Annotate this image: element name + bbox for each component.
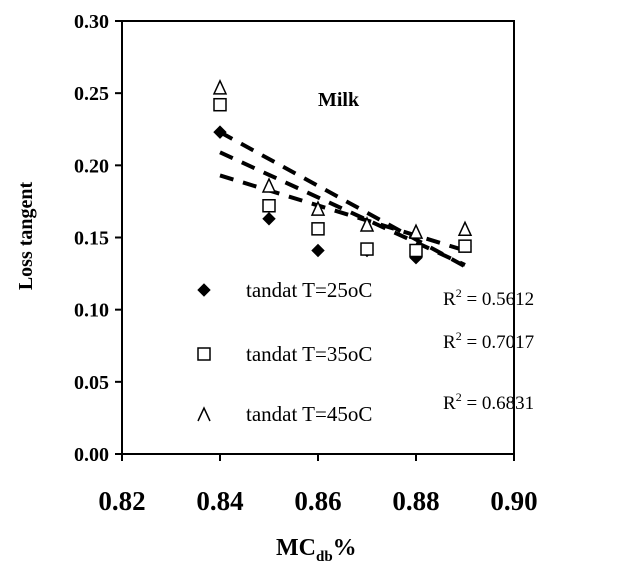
data-point-triangle: [408, 223, 424, 239]
y-tick-label: 0.10: [74, 300, 109, 322]
x-tick-label: 0.88: [392, 486, 439, 516]
y-tick-label: 0.05: [74, 372, 109, 394]
r-squared-label: R2 = 0.6831: [443, 390, 534, 414]
y-tick-label: 0.20: [74, 155, 109, 177]
r-squared-exponent: 2: [456, 329, 462, 343]
data-point-square: [458, 239, 472, 253]
x-tick-label: 0.84: [196, 486, 243, 516]
y-axis-title: Loss tangent: [15, 181, 37, 290]
r-squared-letter: R: [443, 289, 456, 310]
y-tick-label: 0.15: [74, 228, 109, 250]
plot-label: Milk: [318, 89, 360, 111]
legend-label: tandat T=25oC: [246, 278, 372, 302]
x-axis-title-subscript: db: [316, 549, 333, 565]
data-point-triangle: [310, 200, 326, 216]
data-point-triangle: [457, 220, 473, 237]
legend-label: tandat T=35oC: [246, 342, 372, 366]
data-points: [212, 79, 473, 265]
r-squared-value: = 0.7017: [462, 332, 534, 353]
r-squared-label: R2 = 0.7017: [443, 329, 534, 353]
legend-marker-square: [197, 347, 211, 361]
data-point-square: [213, 97, 227, 112]
data-point-square: [262, 198, 276, 213]
trendlines: [219, 130, 466, 269]
y-tick-label: 0.25: [74, 83, 109, 105]
x-tick-label: 0.82: [98, 486, 145, 516]
r-squared-exponent: 2: [456, 390, 462, 404]
legend-label: tandat T=45oC: [246, 402, 372, 426]
legend-marker-diamond: [197, 283, 211, 297]
r-squared-label: R2 = 0.5612: [443, 286, 534, 310]
y-tick-label: 0.30: [74, 11, 109, 33]
x-tick-label: 0.90: [490, 486, 537, 516]
data-point-square: [409, 243, 423, 258]
r-squared-letter: R: [443, 393, 456, 414]
legend-marker-triangle: [197, 406, 211, 422]
y-axis: 0.00 0.05 0.10 0.15 0.20 0.25 0.30: [74, 11, 122, 466]
data-point-diamond: [262, 212, 276, 226]
trendline: [219, 150, 466, 267]
y-tick-label: 0.00: [74, 444, 109, 466]
data-point-diamond: [311, 243, 325, 258]
x-axis: 0.82 0.84 0.86 0.88 0.90: [98, 454, 538, 516]
x-axis-title-suffix: %: [333, 535, 357, 561]
x-axis-title: MCdb%: [276, 535, 357, 565]
r-squared-value: = 0.6831: [462, 393, 534, 414]
x-tick-label: 0.86: [294, 486, 341, 516]
data-point-triangle: [359, 216, 375, 232]
r-squared-letter: R: [443, 332, 456, 353]
data-point-diamond: [213, 125, 227, 139]
data-point-square: [360, 242, 374, 256]
data-point-triangle: [261, 177, 277, 193]
legend: tandat T=25oC tandat T=35oC tandat T=45oC: [197, 278, 372, 426]
data-point-triangle: [212, 79, 228, 95]
r-squared-value: = 0.5612: [462, 289, 534, 310]
x-axis-title-main: MC: [276, 535, 316, 561]
trendline: [219, 173, 466, 253]
r-squared-exponent: 2: [456, 286, 462, 300]
data-point-square: [311, 222, 325, 236]
